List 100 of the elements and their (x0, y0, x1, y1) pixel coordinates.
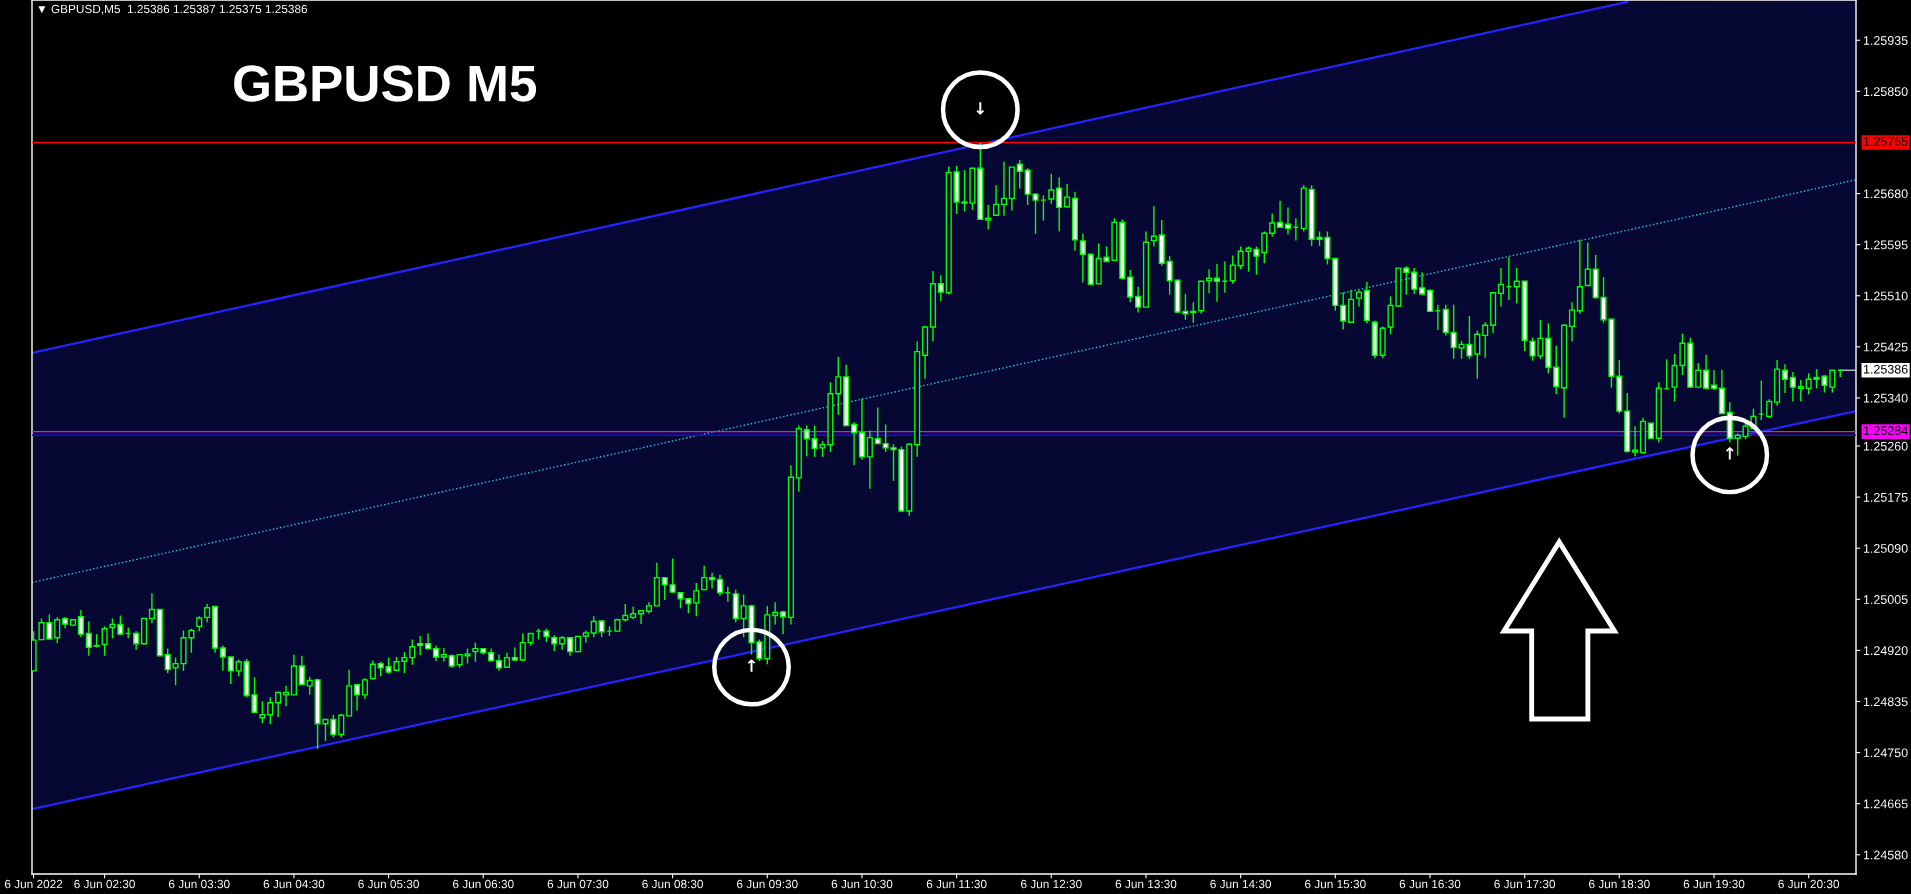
candlestick (1474, 329, 1481, 380)
candlestick (1000, 161, 1008, 217)
candlestick (369, 659, 376, 681)
y-tick-label: 1.25005 (1863, 595, 1908, 604)
x-tick-label: 6 Jun 06:30 (453, 879, 514, 889)
x-tick-label: 6 Jun 12:30 (1021, 879, 1082, 889)
candlestick (866, 429, 873, 490)
candlestick (1797, 379, 1804, 403)
annotation: ↑ (1726, 447, 1734, 460)
candlestick (1229, 254, 1236, 285)
x-tick-label: 6 Jun 04:30 (263, 879, 325, 889)
x-tick-label: 6 Jun 16:30 (1399, 879, 1461, 889)
x-tick-label: 6 Jun 15:30 (1305, 879, 1366, 889)
ref-line-label: 1.25284 (1863, 426, 1908, 435)
x-tick-label: 6 Jun 08:30 (642, 879, 703, 889)
candlestick (1789, 371, 1796, 403)
candlestick (282, 685, 290, 707)
candlestick (298, 655, 305, 686)
candlestick (874, 406, 881, 445)
y-tick-label: 1.25090 (1863, 544, 1908, 553)
candlestick (1150, 205, 1157, 248)
candlestick (1016, 159, 1023, 190)
candlestick (472, 641, 479, 663)
candlestick (511, 646, 518, 662)
candlestick (803, 424, 810, 457)
candlestick (1553, 344, 1560, 396)
candlestick (1056, 176, 1063, 233)
candlestick (1403, 265, 1410, 296)
candlestick (1766, 398, 1773, 420)
candlestick (133, 630, 140, 651)
candlestick (772, 601, 779, 626)
y-tick-label: 1.25510 (1863, 291, 1908, 301)
x-tick-label: 6 Jun 05:30 (358, 879, 419, 889)
candlestick (851, 421, 858, 466)
candlestick (1482, 321, 1489, 359)
candlestick (701, 564, 708, 591)
candlestick (267, 696, 274, 726)
candlestick (1710, 369, 1718, 391)
y-tick-label: 1.25175 (1863, 492, 1908, 502)
candlestick (1284, 206, 1292, 236)
candlestick (1348, 289, 1355, 324)
candlestick (1135, 286, 1142, 314)
candlestick (275, 691, 282, 718)
x-tick-label: 6 Jun 18:30 (1589, 879, 1650, 889)
y-tick-label: 1.25340 (1863, 393, 1908, 403)
candlestick (1426, 288, 1434, 313)
x-tick-label: 6 Jun 13:30 (1115, 879, 1177, 889)
candlestick (1340, 291, 1347, 331)
candlestick (566, 636, 574, 657)
candlestick (85, 620, 92, 657)
candlestick (1781, 363, 1789, 394)
y-tick-label: 1.25260 (1863, 441, 1908, 451)
candlestick (1261, 230, 1268, 264)
candlestick (661, 576, 668, 601)
x-tick-label: 6 Jun 11:30 (926, 879, 987, 889)
candlestick (1497, 267, 1505, 308)
candlestick (519, 632, 526, 662)
candlestick (148, 592, 155, 625)
annotation: 1.25386 (1863, 364, 1908, 374)
candlestick (1568, 301, 1576, 343)
y-tick-label: 1.25595 (1863, 240, 1908, 250)
candlestick (77, 609, 84, 638)
candlestick (1584, 242, 1591, 287)
y-tick-label: 1.25680 (1863, 189, 1908, 199)
candlestick (361, 677, 368, 700)
candlestick (101, 625, 108, 657)
candlestick (985, 204, 992, 231)
candlestick (693, 582, 700, 617)
candlestick (227, 656, 234, 685)
y-tick-label: 1.24835 (1863, 697, 1908, 707)
candlestick (1277, 200, 1284, 229)
y-tick-label: 1.24580 (1863, 850, 1908, 860)
x-tick-label: 6 Jun 10:30 (831, 879, 893, 889)
candlestick (54, 616, 61, 644)
candlestick (219, 644, 226, 672)
x-tick-label: 6 Jun 19:30 (1683, 879, 1745, 889)
y-tick-label: 1.25425 (1863, 342, 1908, 352)
candlestick (1695, 362, 1702, 388)
candlestick (1048, 173, 1055, 205)
chart-subtitle: ▼ GBPUSD,M5 1.25386 1.25387 1.25375 1.25386 (38, 4, 308, 15)
candlestick (1079, 233, 1086, 284)
candlestick (306, 676, 313, 696)
annotation: ↓ (976, 102, 985, 115)
candlestick (164, 647, 171, 674)
x-tick-label: 6 Jun 14:30 (1210, 879, 1272, 889)
candlestick (993, 184, 1000, 217)
candlestick (1213, 263, 1221, 303)
candlestick (1127, 269, 1134, 304)
candlestick (353, 683, 361, 712)
candlestick (1513, 267, 1520, 305)
candlestick (417, 635, 424, 656)
y-tick-label: 1.24665 (1863, 799, 1908, 809)
x-tick-label: 6 Jun 20:30 (1778, 879, 1840, 889)
y-tick-label: 1.24750 (1863, 748, 1908, 758)
candlestick (259, 700, 266, 724)
y-tick-label: 1.25935 (1863, 36, 1908, 45)
candlestick (937, 274, 944, 302)
candlestick (204, 603, 211, 623)
candlestick (1632, 425, 1639, 457)
candlestick (716, 573, 724, 597)
